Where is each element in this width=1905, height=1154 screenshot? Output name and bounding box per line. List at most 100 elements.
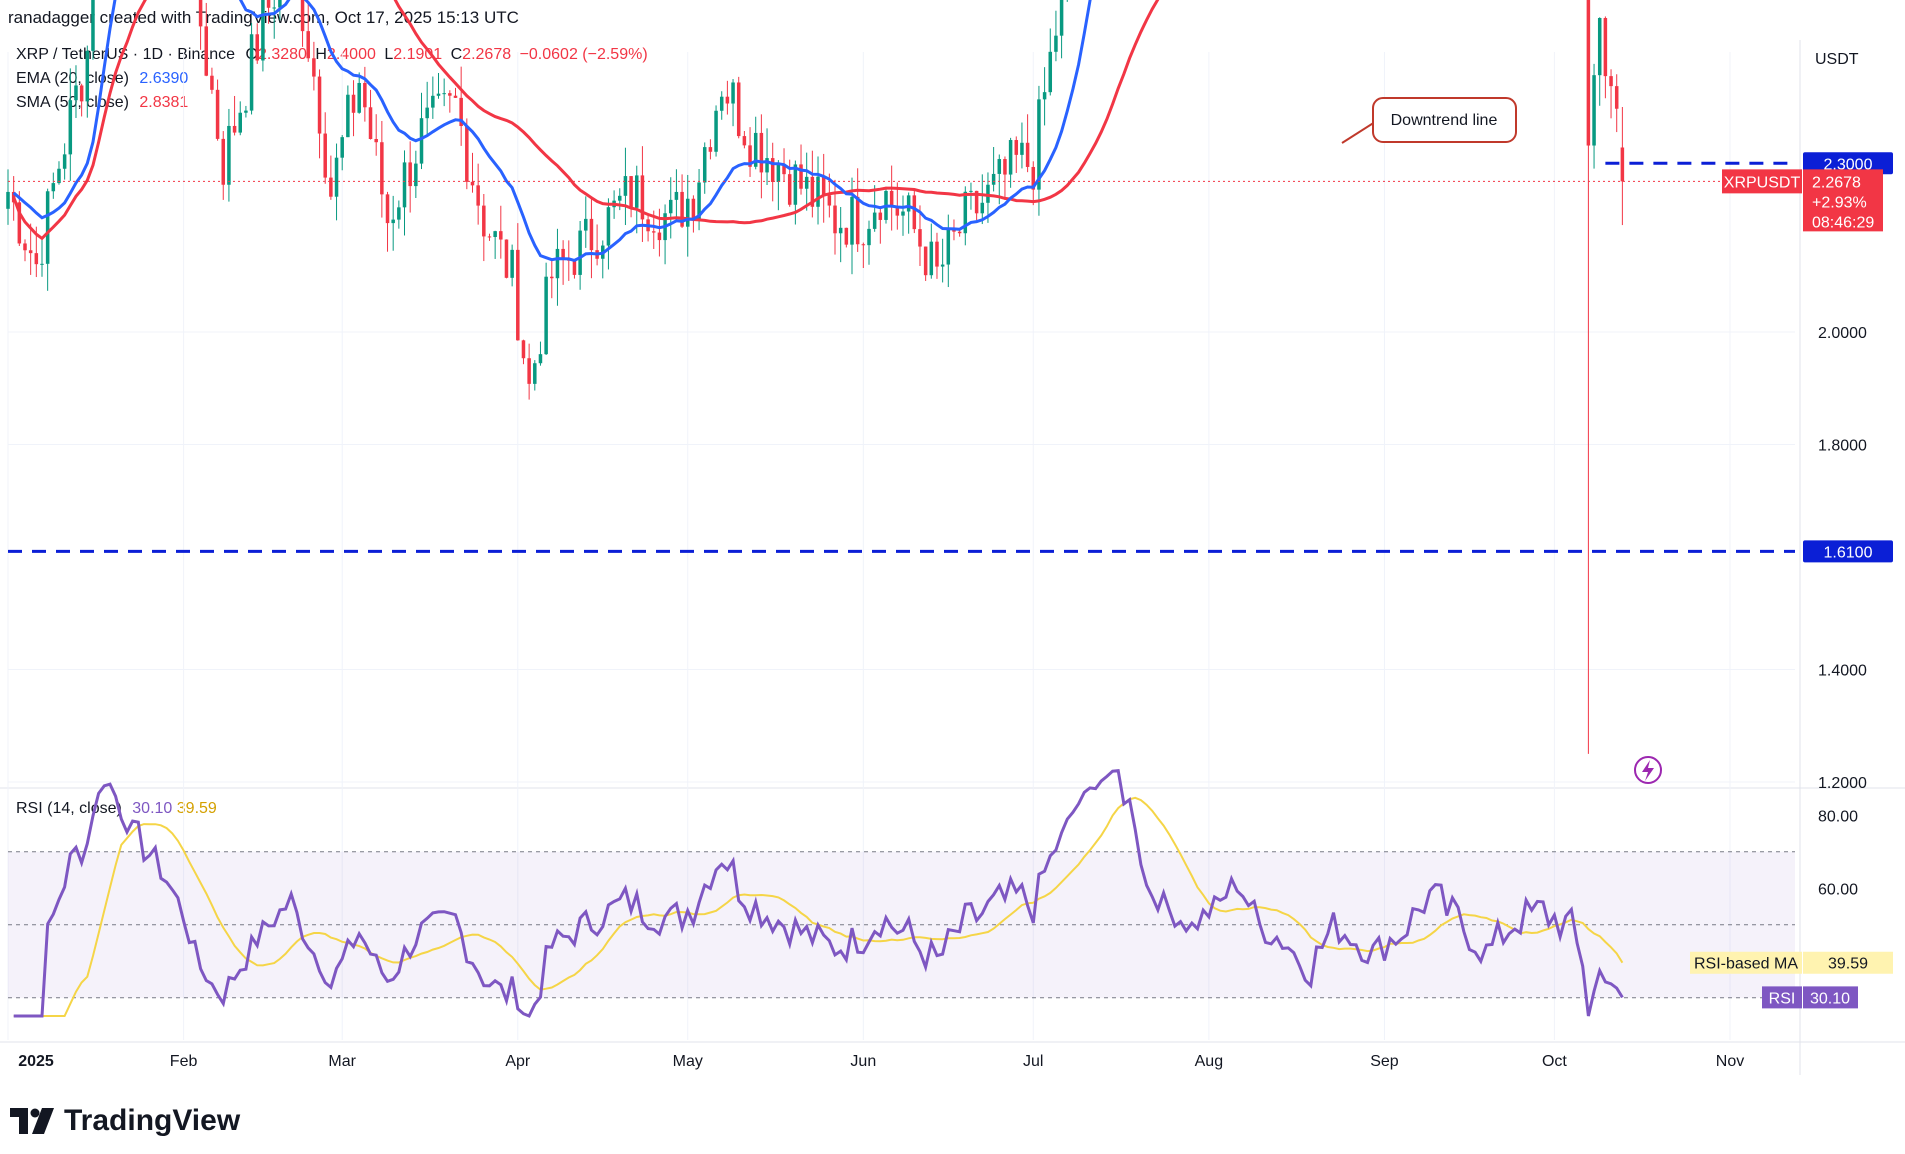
candle-body (1620, 147, 1625, 182)
candle-body (516, 249, 520, 341)
candle-body (402, 162, 407, 208)
alert-lightning-glyph (1642, 760, 1654, 781)
downtrend-callout-box[interactable] (1372, 97, 1517, 143)
candle-body (1609, 76, 1613, 87)
candle-body (685, 198, 690, 227)
currency-label[interactable]: USDT (1815, 51, 1859, 68)
candle-body (635, 175, 639, 208)
time-tick-label: 2025 (18, 1053, 54, 1070)
rsi-line[interactable] (13, 768, 1624, 1018)
candle-body (278, 0, 282, 8)
candle-body (340, 137, 344, 158)
candle-body (329, 177, 333, 197)
candle-body (487, 236, 492, 238)
candle-body (1025, 142, 1030, 167)
candle-body (210, 75, 214, 90)
candle-body (657, 232, 662, 241)
candle-body (702, 147, 707, 183)
candle-body (969, 190, 973, 192)
candle-body (482, 205, 486, 237)
candle-body (419, 118, 424, 164)
candle-body (623, 176, 628, 196)
time-tick-label: Feb (170, 1053, 198, 1070)
candle-body (838, 227, 843, 234)
time-tick-label: Jul (1023, 1053, 1043, 1070)
rsi-ma-value-tag-text: 39.59 (1828, 956, 1868, 973)
candle-body (493, 231, 497, 237)
rsi-ma-name-tag-text: RSI-based MA (1694, 956, 1798, 973)
candle-body (306, 31, 310, 59)
candle-body (584, 218, 588, 231)
candle-body (782, 164, 786, 175)
candle-body (272, 7, 276, 9)
candle-body (510, 249, 514, 278)
candle-body (1597, 18, 1602, 76)
candle-body (499, 231, 503, 240)
rsi-name-tag (1762, 986, 1802, 1009)
candle-body (833, 205, 837, 234)
candle-body (578, 230, 582, 275)
candle-body (459, 97, 463, 127)
candle-body (878, 212, 883, 220)
level-price-tag (1803, 540, 1893, 563)
price-tick-label: 2.0000 (1818, 325, 1867, 342)
tradingview-logo-icon (10, 1108, 54, 1134)
last-price-change: +2.93% (1812, 194, 1867, 211)
symbol-legend-row[interactable]: XRP / TetherUS · 1D · Binance O2.3280 H2… (16, 46, 652, 64)
time-tick-label: May (673, 1053, 703, 1070)
candle-body (827, 195, 832, 206)
candle-body (334, 157, 339, 197)
candle-body (1054, 35, 1058, 52)
candle-body (736, 82, 741, 137)
price-tick-label: 1.4000 (1818, 663, 1867, 680)
candle-body (1048, 51, 1053, 93)
candle-body (618, 195, 622, 201)
candle-body (62, 154, 67, 169)
candle-body (51, 183, 56, 192)
sma-50-line[interactable] (12, 0, 1623, 241)
candle-body (40, 263, 44, 265)
candle-body (476, 185, 480, 206)
candle-body (691, 198, 696, 219)
candle-body (844, 227, 849, 245)
candle-body (895, 206, 900, 216)
candle-body (1059, 0, 1064, 36)
candle-body (368, 107, 373, 140)
rsi-legend-value: 30.10 (132, 800, 173, 817)
candle-body (533, 363, 537, 384)
price-tick-label: 1.8000 (1818, 438, 1867, 455)
candle-body (929, 241, 934, 276)
candle-body (748, 145, 752, 167)
candle-body (680, 191, 684, 227)
candle-body (34, 253, 39, 265)
candle-body (912, 195, 917, 230)
candle-body (629, 176, 633, 208)
symbol-label[interactable]: XRP / TetherUS · 1D · Binance (16, 46, 236, 63)
candle-body (714, 110, 718, 152)
candle-body (606, 207, 611, 246)
level-price-tag-text: 2.3000 (1824, 156, 1873, 173)
candle-body (1586, 0, 1591, 146)
candle-body (974, 190, 979, 214)
ohlc-close: C2.2678 (450, 46, 512, 63)
ohlc-high: H2.4000 (315, 46, 376, 63)
candle-body (550, 276, 554, 279)
candle-body (261, 0, 265, 61)
candle-body (697, 182, 701, 219)
candle-body (6, 191, 10, 209)
candle-body (323, 133, 327, 178)
candle-body (1592, 75, 1596, 146)
candle-body (436, 93, 441, 96)
candle-body (1003, 159, 1007, 175)
rsi-ma-legend-value: 39.59 (176, 800, 217, 817)
ema-20-line[interactable] (12, 0, 1623, 262)
price-chart-canvas[interactable]: 1.20001.40001.80002.00003.00003.20003.40… (0, 0, 1905, 1100)
candle-body (521, 340, 526, 359)
candle-body (640, 175, 645, 220)
candle-body (742, 136, 747, 146)
candle-body (374, 139, 378, 143)
rsi-tick-label: 60.00 (1818, 881, 1858, 898)
candle-body (357, 82, 361, 113)
candle-body (1008, 140, 1013, 175)
candle-body (1603, 18, 1608, 77)
